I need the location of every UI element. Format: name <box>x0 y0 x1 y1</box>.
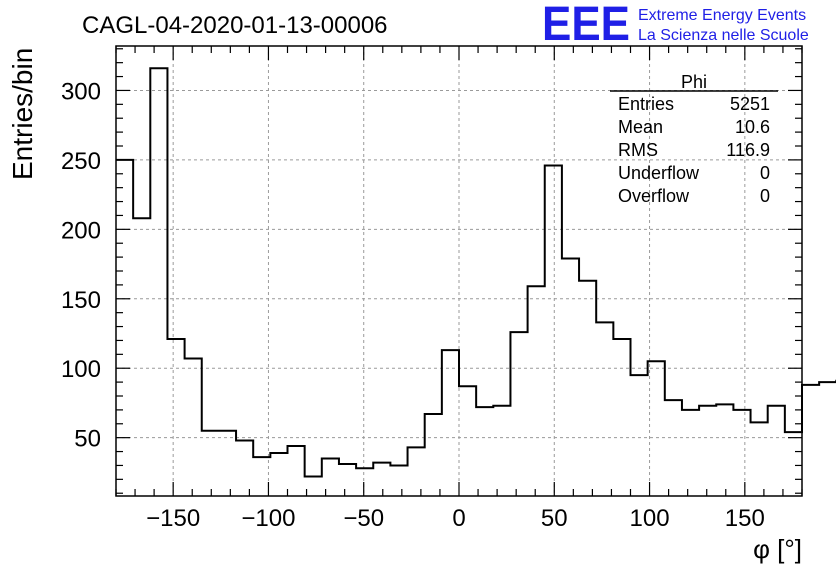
x-axis-label: φ [°] <box>753 534 802 564</box>
stats-title: Phi <box>681 72 707 92</box>
stats-value: 5251 <box>730 94 770 114</box>
stats-value: 116.9 <box>726 140 770 160</box>
stats-label: Underflow <box>618 163 700 183</box>
stats-box: Phi Entries 5251 Mean 10.6 RMS 116.9 Underflow… <box>610 72 778 206</box>
eee-logo-mark: EEE <box>542 0 630 51</box>
chart-title: CAGL-04-2020-01-13-00006 <box>82 12 388 39</box>
stats-label: RMS <box>618 140 658 160</box>
y-tick-label: 100 <box>61 356 101 383</box>
y-tick-label: 250 <box>61 148 101 175</box>
eee-logo: EEE Extreme Energy Events La Scienza nel… <box>542 0 809 51</box>
stats-label: Mean <box>618 117 663 137</box>
x-tick-label: −50 <box>343 505 384 532</box>
histogram-line <box>116 67 836 478</box>
y-axis-label: Entries/bin <box>7 48 38 180</box>
x-tick-label: 0 <box>452 505 465 532</box>
logo-line-2: La Scienza nelle Scuole <box>638 27 809 44</box>
stats-label: Entries <box>618 94 674 114</box>
axis-ticks <box>115 46 803 496</box>
y-tick-label: 50 <box>74 426 101 453</box>
y-tick-label: 200 <box>61 217 101 244</box>
y-tick-labels: 50 100 150 200 250 300 <box>61 78 101 452</box>
y-tick-label: 150 <box>61 287 101 314</box>
x-tick-label: −150 <box>146 505 200 532</box>
logo-line-1: Extreme Energy Events <box>638 7 806 24</box>
stats-value: 10.6 <box>735 117 770 137</box>
stats-label: Overflow <box>618 186 690 206</box>
x-tick-label: 50 <box>541 505 568 532</box>
x-tick-label: 150 <box>725 505 765 532</box>
y-tick-label: 300 <box>61 78 101 105</box>
stats-value: 0 <box>760 163 770 183</box>
stats-value: 0 <box>760 186 770 206</box>
x-tick-label: −100 <box>241 505 295 532</box>
grid-lines <box>116 46 802 496</box>
x-tick-label: 100 <box>630 505 670 532</box>
x-tick-labels: −150 −100 −50 0 50 100 150 <box>146 505 765 532</box>
